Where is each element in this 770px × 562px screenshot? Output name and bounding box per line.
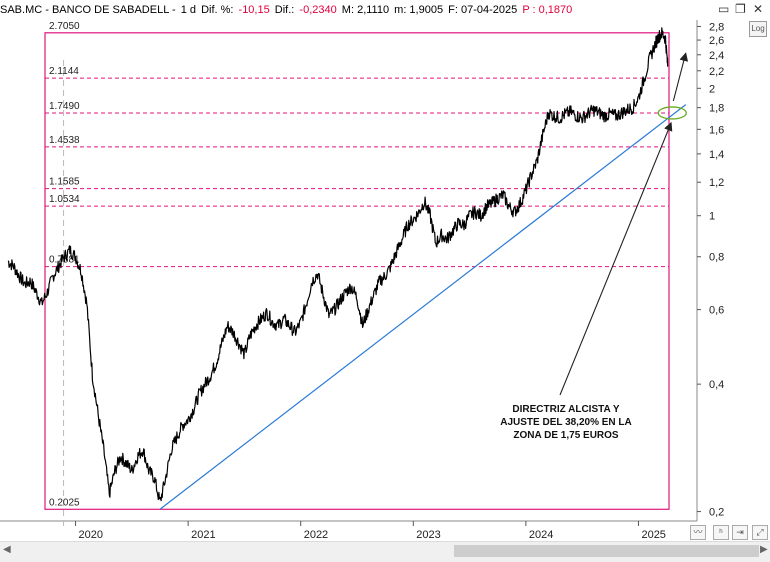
annotation-text: ZONA DE 1,75 EUROS [513, 430, 619, 441]
fib-level-label: 2.1144 [49, 66, 79, 77]
y-tick-label: 0,4 [709, 379, 724, 391]
close-icon[interactable]: ✕ [753, 2, 764, 16]
y-tick-label: 0,2 [709, 507, 724, 519]
scroll-right-icon[interactable]: ▶ [760, 544, 768, 555]
y-tick-label: 2 [709, 83, 715, 95]
y-tick-label: 0,8 [709, 252, 724, 264]
y-tick-label: 0,6 [709, 305, 724, 317]
x-tick-label: 2020 [79, 529, 103, 541]
fib-box [44, 32, 670, 510]
plot-area [0, 20, 697, 521]
expand-icon[interactable]: ⤢ [752, 525, 768, 540]
y-tick-label: 2,8 [709, 21, 724, 33]
minimize-icon[interactable]: ▭ [718, 2, 730, 16]
y-tick-label: 2,2 [709, 66, 724, 78]
log-scale-button[interactable]: Log [749, 21, 767, 37]
fib-level-label: 0.2025 [49, 497, 80, 508]
fib-level-label: 2.7050 [49, 21, 80, 32]
price-line [7, 27, 669, 502]
fib-level-label: 1.4538 [49, 135, 80, 146]
y-tick-label: 1 [709, 211, 715, 223]
period-label: 1 d [180, 4, 196, 16]
scroll-left-icon[interactable]: ◀ [3, 544, 11, 555]
symbol-label: SAB.MC - BANCO DE SABADELL - [0, 4, 176, 16]
zoom-icon[interactable]: 〰 [690, 525, 706, 540]
chart-header: SAB.MC - BANCO DE SABADELL - 1 d Dif. %:… [0, 0, 770, 20]
restore-icon[interactable]: ❐ [735, 2, 746, 16]
horizontal-scrollbar[interactable]: ◀ ▶ [0, 541, 770, 562]
annotation-text: AJUSTE DEL 38,20% EN LA [500, 417, 632, 428]
dif-value: -0,2340 [299, 4, 337, 16]
fib-level-label: 1.1585 [49, 177, 80, 188]
max-label: M: 2,1110 [341, 4, 390, 16]
fib-level-label: 1.0534 [49, 194, 80, 205]
y-tick-label: 1,8 [709, 103, 724, 115]
date-label: F: 07-04-2025 [448, 4, 518, 16]
x-tick-label: 2022 [304, 529, 328, 541]
x-tick-label: 2021 [191, 529, 215, 541]
support-zone-ellipse [657, 106, 687, 120]
projection-arrow [672, 52, 689, 102]
y-tick-label: 2,4 [709, 50, 724, 62]
x-tick-label: 2024 [529, 529, 553, 541]
y-tick-label: 2,6 [709, 35, 724, 47]
x-tick-label: 2023 [416, 529, 440, 541]
y-tick-label: 1,2 [709, 177, 724, 189]
pin-icon[interactable]: ⇥ [732, 525, 748, 540]
min-label: m: 1,9005 [394, 4, 444, 16]
x-tick-label: 2025 [641, 529, 665, 541]
scroll-thumb[interactable] [454, 545, 759, 557]
annotation-text: DIRECTRIZ ALCISTA Y [512, 404, 620, 415]
fib-level-label: 1.7490 [49, 101, 80, 112]
price-chart: 2,8 2,6 2,4 2,2 2 1,8 1,6 1,4 1,2 1 0,8 0,6 0,4 0,2 20… [0, 20, 724, 541]
uptrend-line [159, 104, 687, 510]
dif-pct-label: Dif. %: [201, 4, 234, 16]
price-label: P : 0,1870 [522, 4, 573, 16]
dif-label: Dif.: [274, 4, 295, 16]
draw-icon[interactable]: ʰ [713, 525, 729, 540]
annotation-arrow [559, 121, 673, 396]
y-tick-label: 1,4 [709, 149, 724, 161]
y-tick-label: 1,6 [709, 124, 724, 136]
dif-pct-value: -10,15 [238, 4, 270, 16]
